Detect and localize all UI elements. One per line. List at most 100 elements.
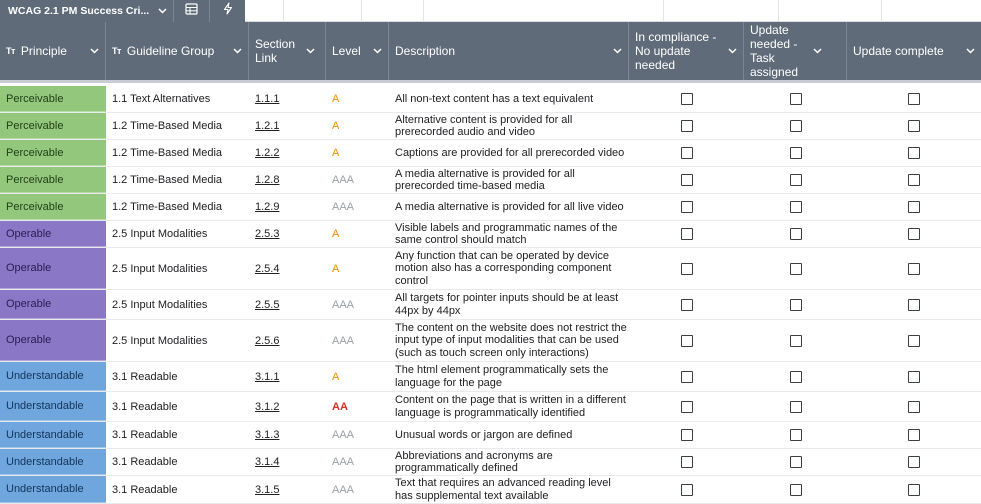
update-complete-checkbox[interactable] bbox=[908, 298, 920, 311]
chevron-down-icon[interactable] bbox=[155, 4, 169, 18]
update-complete-checkbox[interactable] bbox=[908, 120, 920, 132]
update-complete-checkbox[interactable] bbox=[908, 400, 920, 413]
guideline-group-cell[interactable]: 2.5 Input Modalities bbox=[112, 228, 208, 240]
table-view-button[interactable] bbox=[173, 0, 209, 22]
section-link-cell[interactable]: 3.1.4 bbox=[249, 449, 326, 475]
update-needed-checkbox[interactable] bbox=[789, 262, 802, 275]
update-needed-checkbox[interactable] bbox=[789, 429, 802, 441]
update-needed-checkbox[interactable] bbox=[789, 334, 802, 347]
level-cell[interactable]: AAA bbox=[332, 456, 355, 468]
update-needed-checkbox[interactable] bbox=[789, 120, 802, 132]
level-cell[interactable]: AAA bbox=[332, 483, 355, 496]
header-description[interactable]: Description bbox=[389, 22, 629, 80]
level-cell[interactable]: AAA bbox=[332, 201, 355, 213]
in-compliance-checkbox[interactable] bbox=[680, 262, 693, 275]
update-complete-checkbox[interactable] bbox=[908, 370, 920, 383]
in-compliance-checkbox[interactable] bbox=[680, 400, 693, 413]
principle-cell[interactable]: Understandable bbox=[0, 392, 106, 421]
update-complete-checkbox[interactable] bbox=[908, 483, 920, 496]
header-update-complete[interactable]: Update complete bbox=[847, 22, 981, 80]
in-compliance-checkbox[interactable] bbox=[680, 370, 693, 383]
section-link-cell[interactable]: 1.1.1 bbox=[249, 86, 326, 112]
section-link[interactable]: 3.1.5 bbox=[255, 483, 280, 496]
section-link-cell[interactable]: 2.5.6 bbox=[249, 320, 326, 361]
guideline-group-cell[interactable]: 1.2 Time-Based Media bbox=[112, 147, 223, 159]
header-principle[interactable]: Tт Principle bbox=[0, 22, 106, 80]
automation-button[interactable] bbox=[209, 0, 245, 22]
section-link[interactable]: 2.5.5 bbox=[255, 298, 280, 311]
in-compliance-checkbox[interactable] bbox=[680, 201, 693, 213]
update-needed-checkbox[interactable] bbox=[789, 201, 802, 213]
in-compliance-checkbox[interactable] bbox=[680, 174, 693, 186]
update-needed-checkbox[interactable] bbox=[789, 298, 802, 311]
section-link[interactable]: 2.5.4 bbox=[255, 262, 280, 275]
guideline-group-cell[interactable]: 1.1 Text Alternatives bbox=[112, 93, 211, 105]
section-link-cell[interactable]: 2.5.5 bbox=[249, 290, 326, 319]
section-link[interactable]: 3.1.1 bbox=[255, 370, 280, 383]
level-cell[interactable]: A bbox=[332, 93, 340, 105]
description-cell[interactable]: A media alternative is provided for all … bbox=[395, 167, 575, 193]
principle-cell[interactable]: Operable bbox=[0, 248, 106, 289]
header-section-link[interactable]: Section Link bbox=[249, 22, 326, 80]
description-cell[interactable]: Text that requires an advanced reading l… bbox=[395, 477, 611, 502]
section-link[interactable]: 1.2.9 bbox=[255, 201, 280, 213]
section-link[interactable]: 3.1.2 bbox=[255, 400, 280, 413]
level-cell[interactable]: A bbox=[332, 370, 340, 383]
update-needed-checkbox[interactable] bbox=[789, 228, 802, 240]
section-link[interactable]: 3.1.3 bbox=[255, 429, 280, 441]
guideline-group-cell[interactable]: 1.2 Time-Based Media bbox=[112, 120, 223, 132]
in-compliance-checkbox[interactable] bbox=[680, 456, 693, 468]
guideline-group-cell[interactable]: 2.5 Input Modalities bbox=[112, 262, 208, 275]
principle-cell[interactable]: Perceivable bbox=[0, 113, 106, 139]
chevron-down-icon[interactable] bbox=[725, 48, 739, 54]
section-link-cell[interactable]: 2.5.4 bbox=[249, 248, 326, 289]
update-needed-checkbox[interactable] bbox=[789, 370, 802, 383]
guideline-group-cell[interactable]: 1.2 Time-Based Media bbox=[112, 174, 223, 186]
principle-cell[interactable]: Understandable bbox=[0, 449, 106, 475]
description-cell[interactable]: All targets for pointer inputs should be… bbox=[395, 292, 619, 317]
chevron-down-icon[interactable] bbox=[963, 48, 977, 54]
update-complete-checkbox[interactable] bbox=[908, 334, 920, 347]
guideline-group-cell[interactable]: 2.5 Input Modalities bbox=[112, 334, 208, 347]
in-compliance-checkbox[interactable] bbox=[680, 228, 693, 240]
description-cell[interactable]: The content on the website does not rest… bbox=[395, 321, 627, 359]
chevron-down-icon[interactable] bbox=[303, 48, 317, 54]
section-link-cell[interactable]: 3.1.3 bbox=[249, 422, 326, 448]
principle-cell[interactable]: Perceivable bbox=[0, 86, 106, 112]
guideline-group-cell[interactable]: 3.1 Readable bbox=[112, 456, 178, 468]
description-cell[interactable]: Alternative content is provided for all … bbox=[395, 113, 573, 139]
principle-cell[interactable]: Operable bbox=[0, 221, 106, 247]
level-cell[interactable]: A bbox=[332, 147, 340, 159]
description-cell[interactable]: The html element programmatically sets t… bbox=[395, 364, 609, 389]
section-link[interactable]: 1.2.1 bbox=[255, 120, 280, 132]
sheet-tab[interactable]: WCAG 2.1 PM Success Cri... bbox=[0, 0, 173, 22]
section-link[interactable]: 2.5.6 bbox=[255, 334, 280, 347]
level-cell[interactable]: A bbox=[332, 228, 340, 240]
in-compliance-checkbox[interactable] bbox=[680, 298, 693, 311]
guideline-group-cell[interactable]: 1.2 Time-Based Media bbox=[112, 201, 223, 213]
principle-cell[interactable]: Perceivable bbox=[0, 140, 106, 166]
description-cell[interactable]: A media alternative is provided for all … bbox=[395, 200, 624, 213]
principle-cell[interactable]: Understandable bbox=[0, 422, 106, 448]
level-cell[interactable]: AAA bbox=[332, 174, 355, 186]
section-link[interactable]: 2.5.3 bbox=[255, 228, 280, 240]
section-link-cell[interactable]: 1.2.8 bbox=[249, 167, 326, 193]
header-in-compliance[interactable]: In compliance - No update needed bbox=[629, 22, 744, 80]
update-complete-checkbox[interactable] bbox=[908, 429, 920, 441]
chevron-down-icon[interactable] bbox=[810, 48, 824, 54]
description-cell[interactable]: Visible labels and programmatic names of… bbox=[395, 221, 618, 247]
update-needed-checkbox[interactable] bbox=[789, 483, 802, 496]
level-cell[interactable]: AAA bbox=[332, 429, 355, 441]
level-cell[interactable]: AAA bbox=[332, 298, 355, 311]
principle-cell[interactable]: Understandable bbox=[0, 476, 106, 503]
description-cell[interactable]: Captions are provided for all prerecorde… bbox=[395, 146, 625, 159]
update-complete-checkbox[interactable] bbox=[908, 228, 920, 240]
description-cell[interactable]: Unusual words or jargon are defined bbox=[395, 428, 573, 441]
update-needed-checkbox[interactable] bbox=[789, 400, 802, 413]
description-cell[interactable]: Content on the page that is written in a… bbox=[395, 394, 626, 419]
guideline-group-cell[interactable]: 3.1 Readable bbox=[112, 483, 178, 496]
update-complete-checkbox[interactable] bbox=[908, 262, 920, 275]
section-link[interactable]: 1.2.8 bbox=[255, 174, 280, 186]
update-complete-checkbox[interactable] bbox=[908, 147, 920, 159]
update-needed-checkbox[interactable] bbox=[789, 456, 802, 468]
